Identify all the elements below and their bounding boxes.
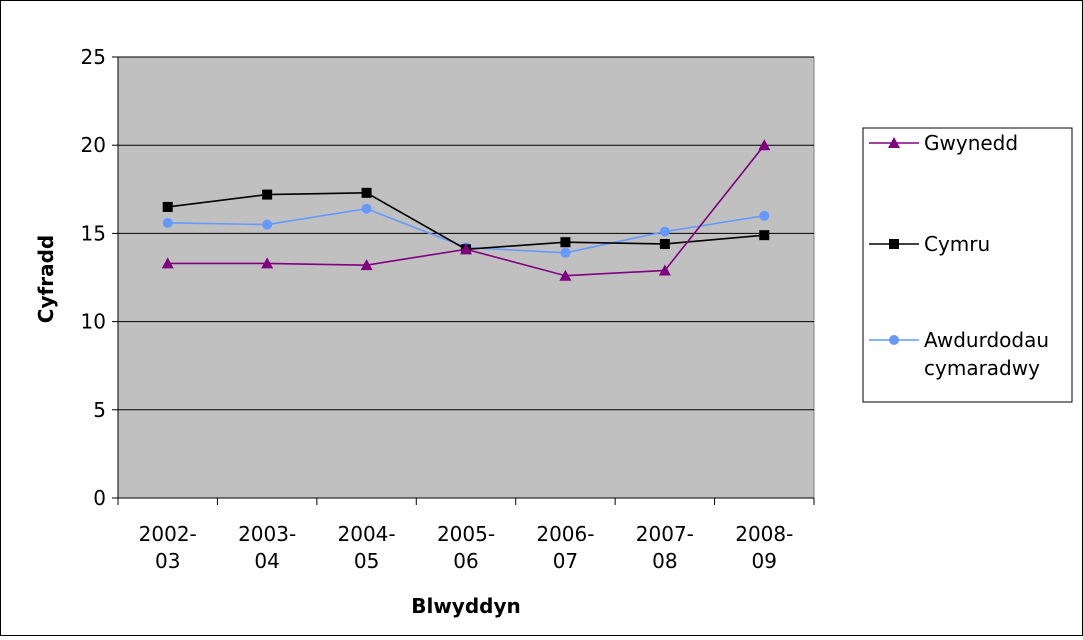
x-tick-label: 2004-05 xyxy=(338,522,396,573)
data-point xyxy=(261,257,274,269)
x-tick-label: 2006-07 xyxy=(536,522,594,573)
legend-marker xyxy=(889,239,899,249)
y-tick-label: 0 xyxy=(93,486,106,510)
data-point xyxy=(659,238,670,249)
data-point xyxy=(162,217,173,228)
data-point xyxy=(659,226,670,237)
x-axis-title: Blwyddyn xyxy=(411,594,521,618)
x-tick-label: 2003-04 xyxy=(238,522,296,573)
legend-marker xyxy=(889,335,899,345)
legend-item: Awdurdodau cymaradwy xyxy=(869,328,1049,380)
x-tick-label: 2008-09 xyxy=(735,522,793,573)
data-point xyxy=(360,259,373,271)
gridlines xyxy=(118,56,814,411)
data-point xyxy=(759,210,770,221)
x-tick-label: 2005-06 xyxy=(437,522,495,573)
data-point xyxy=(361,187,372,198)
legend-item: Gwynedd xyxy=(869,131,1018,155)
data-point xyxy=(361,203,372,214)
legend-box xyxy=(862,127,1073,403)
y-tick-label: 25 xyxy=(81,45,106,69)
data-point xyxy=(460,243,472,255)
data-point xyxy=(759,230,770,241)
x-tick-label: 2002-03 xyxy=(139,522,197,573)
data-point xyxy=(758,139,771,151)
data-point xyxy=(262,189,273,200)
plot-area xyxy=(117,56,815,499)
legend: Gwynedd Cymru Awdurdodau cymaradwy xyxy=(862,127,1073,403)
series-gwynedd xyxy=(161,139,771,281)
legend-label: Cymru xyxy=(924,232,990,256)
data-point xyxy=(560,247,571,258)
axes: 0 5 10 15 20 25 2002-03 2003-04 2004-05 2005-06 20… xyxy=(81,45,815,573)
x-tick-label: 2007-08 xyxy=(636,522,694,573)
data-point xyxy=(560,237,571,248)
y-tick-label: 20 xyxy=(81,133,106,157)
series-layer xyxy=(161,139,771,281)
legend-label: Awdurdodau cymaradwy xyxy=(924,328,1049,380)
y-axis-title: Cyfradd xyxy=(34,235,58,323)
data-point xyxy=(658,264,671,276)
legend-label: Gwynedd xyxy=(924,131,1018,155)
legend-item: Cymru xyxy=(869,232,990,256)
y-tick-label: 15 xyxy=(81,221,106,245)
y-tick-label: 10 xyxy=(81,310,106,334)
legend-marker xyxy=(888,137,900,148)
data-point xyxy=(161,257,174,269)
data-point xyxy=(559,269,572,281)
y-tick-label: 5 xyxy=(93,398,106,422)
data-point xyxy=(162,201,173,212)
data-point xyxy=(262,219,273,230)
